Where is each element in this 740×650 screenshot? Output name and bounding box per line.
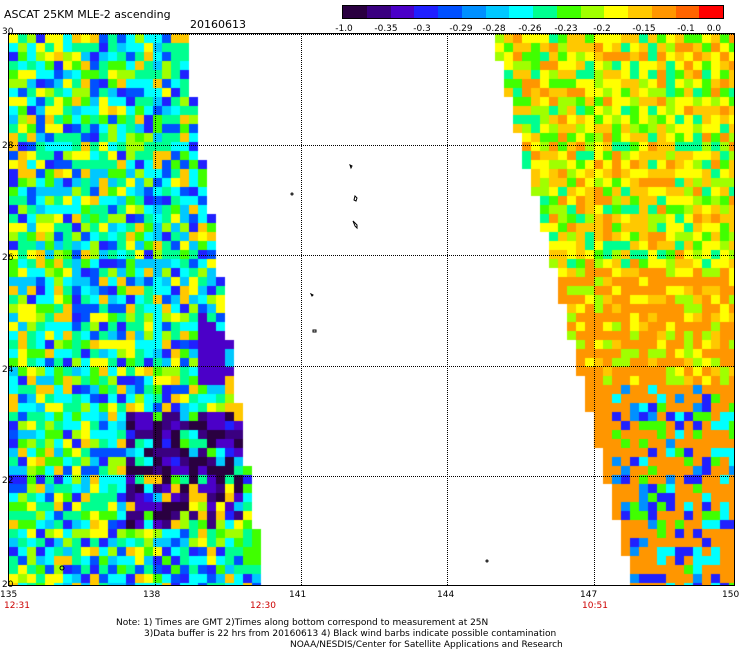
color-scale-tick: 0.0 <box>706 24 722 34</box>
lon-label: 150 <box>722 590 740 600</box>
color-scale-swatch <box>628 6 652 18</box>
color-scale-tick: -0.23 <box>554 24 578 34</box>
color-scale-swatch <box>390 6 415 18</box>
color-scale-ticks: -1.0 -0.35 -0.3 -0.29 -0.28 -0.26 -0.23 -0.2 -0.… <box>330 24 740 38</box>
color-scale-swatch <box>604 6 628 18</box>
color-scale-swatch <box>343 6 367 18</box>
color-scale-tick: -0.26 <box>518 24 542 34</box>
color-scale-swatch <box>461 6 486 18</box>
footnote-line-3: NOAA/NESDIS/Center for Satellite Applica… <box>290 640 563 650</box>
footnote-line-1: Note: 1) Times are GMT 2)Times along bot… <box>116 618 489 628</box>
island-outline <box>290 192 294 196</box>
island-outline <box>353 195 358 202</box>
color-scale-swatch <box>533 6 557 18</box>
color-scale-bar <box>342 5 724 19</box>
longitude-gridline <box>155 34 157 585</box>
lon-label: 135 <box>0 590 18 600</box>
color-scale-swatch <box>509 6 533 18</box>
latitude-gridline <box>9 144 734 146</box>
swath-time-label: 12:30 <box>250 601 276 611</box>
lon-label: 141 <box>289 590 307 600</box>
island-outline <box>312 329 317 333</box>
product-date: 20160613 <box>190 18 246 31</box>
color-scale-swatch <box>366 6 391 18</box>
island-outline <box>309 292 314 297</box>
lon-label: 147 <box>580 590 598 600</box>
lon-label: 144 <box>437 590 455 600</box>
lat-label: 20 <box>2 580 14 590</box>
longitude-gridline <box>593 34 595 585</box>
footnote-line-2: 3)Data buffer is 22 hrs from 20160613 4)… <box>144 629 557 639</box>
lat-label: 26 <box>2 253 14 263</box>
island-outline <box>485 559 489 563</box>
island-outline <box>352 220 358 230</box>
lon-label: 138 <box>143 590 161 600</box>
color-scale-tick: -0.29 <box>449 24 473 34</box>
color-scale-swatch <box>580 6 605 18</box>
color-scale-tick: -0.28 <box>482 24 506 34</box>
longitude-gridline <box>301 34 303 585</box>
color-scale-tick: -0.15 <box>632 24 656 34</box>
swath-time-label: 12:31 <box>4 601 30 611</box>
wind-error-swath <box>9 34 734 585</box>
latitude-gridline <box>9 34 734 35</box>
island-outline <box>59 565 65 571</box>
map-plot-area <box>8 33 735 586</box>
lat-label: 28 <box>2 141 14 151</box>
product-title: ASCAT 25KM MLE-2 ascending <box>4 8 171 21</box>
color-scale-swatch <box>414 6 438 18</box>
color-scale-swatch <box>651 6 676 18</box>
lat-label: 24 <box>2 365 14 375</box>
color-scale-tick: -0.2 <box>593 24 611 34</box>
color-scale-tick: -0.3 <box>413 24 431 34</box>
color-scale-swatch <box>699 6 723 18</box>
color-scale-tick: -0.1 <box>677 24 695 34</box>
color-scale-swatch <box>485 6 510 18</box>
latitude-gridline <box>9 365 734 367</box>
lat-label: 22 <box>2 476 14 486</box>
color-scale-swatch <box>675 6 700 18</box>
color-scale-swatch <box>438 6 462 18</box>
swath-time-label: 10:51 <box>582 601 608 611</box>
island-outlines <box>59 164 489 571</box>
color-scale-tick: -0.35 <box>374 24 398 34</box>
color-scale-tick: -1.0 <box>335 24 353 34</box>
longitude-gridline <box>447 34 449 585</box>
latitude-gridline <box>9 255 734 257</box>
lat-label: 30 <box>2 27 14 37</box>
latitude-gridline <box>9 476 734 478</box>
color-scale-swatch <box>556 6 581 18</box>
island-outline <box>349 164 353 170</box>
